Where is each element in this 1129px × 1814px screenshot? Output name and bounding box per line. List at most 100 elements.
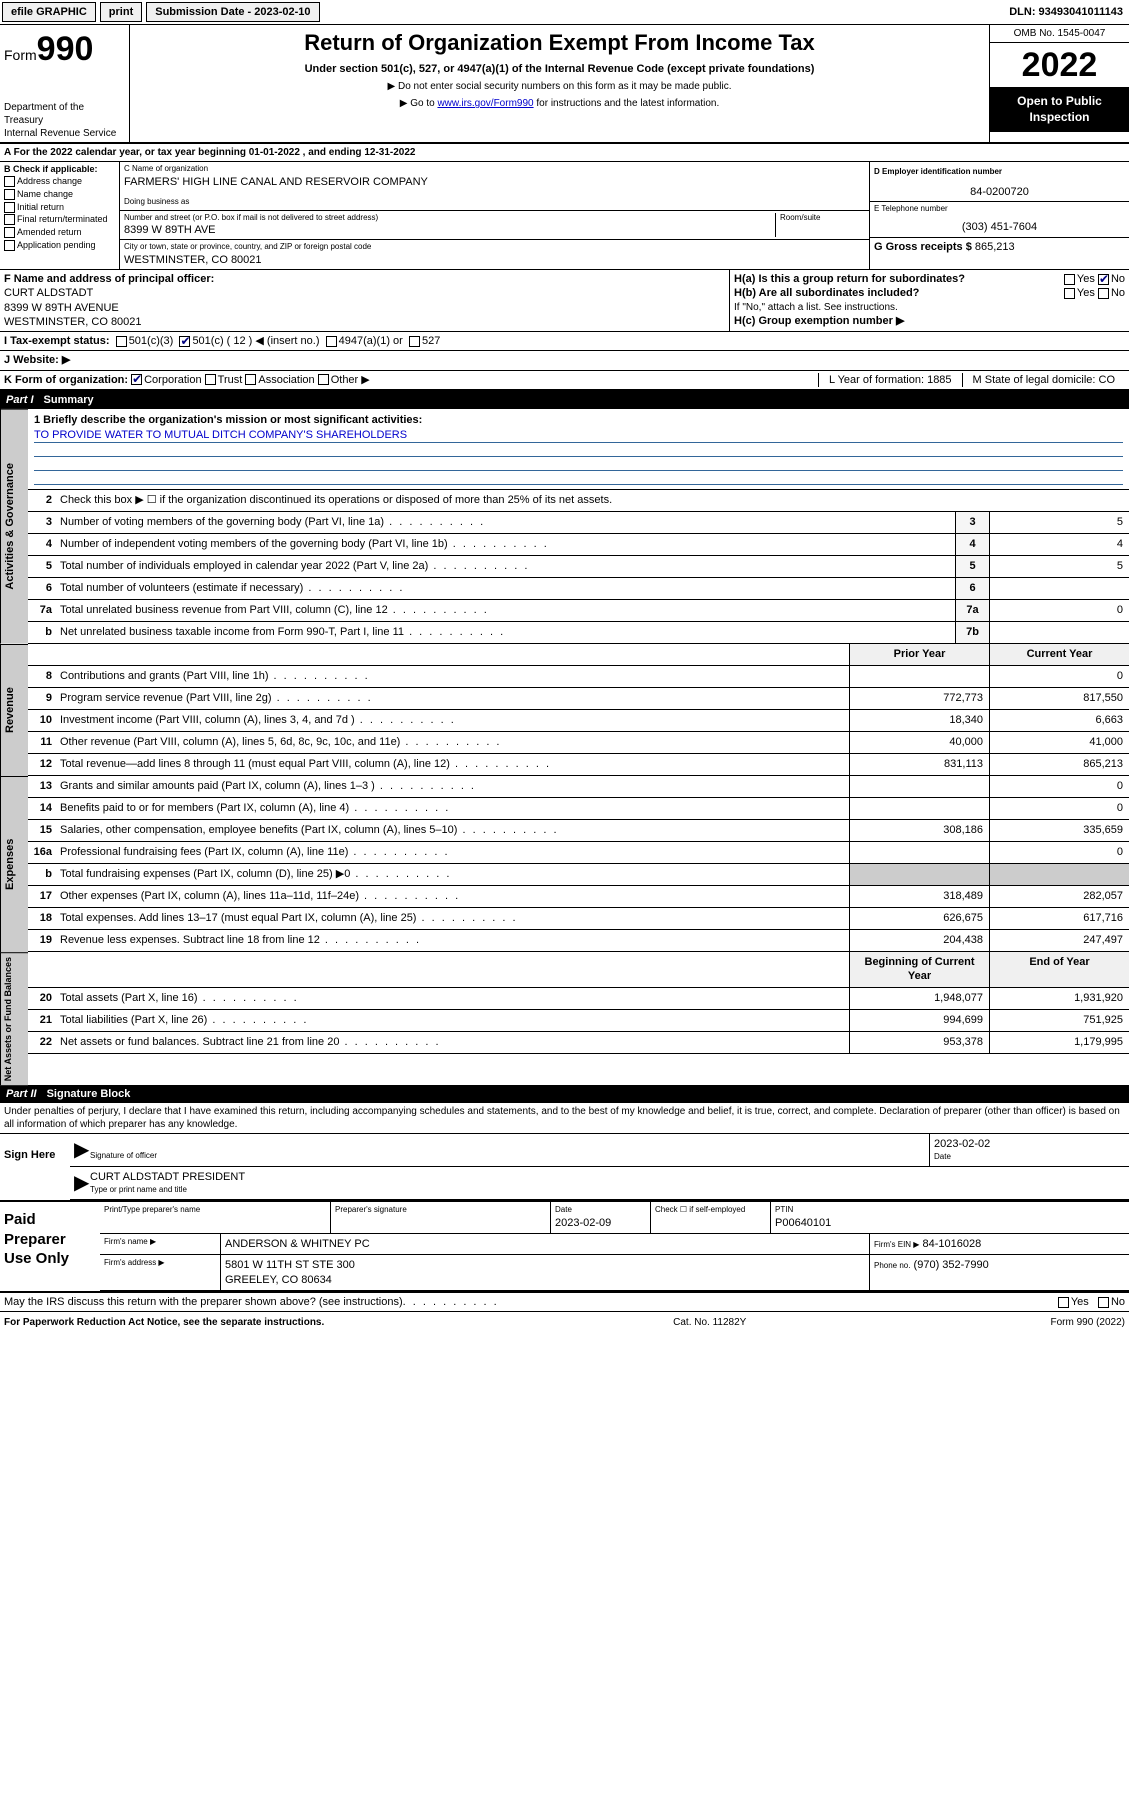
- table-row: bTotal fundraising expenses (Part IX, co…: [28, 864, 1129, 886]
- begin-year-head: Beginning of Current Year: [849, 952, 989, 987]
- hc-row: H(c) Group exemption number ▶: [734, 314, 1125, 328]
- addr-change-check[interactable]: Address change: [4, 176, 115, 188]
- prep-name-label: Print/Type preparer's name: [100, 1202, 330, 1233]
- sig-date-label: Date: [934, 1152, 1125, 1162]
- open-public-badge: Open to Public Inspection: [990, 88, 1129, 131]
- gross-receipts-value: 865,213: [975, 241, 1015, 253]
- opt-corp: Corporation: [144, 373, 201, 387]
- amended-check[interactable]: Amended return: [4, 227, 115, 239]
- firm-addr-label: Firm's address ▶: [100, 1255, 220, 1290]
- end-year-head: End of Year: [989, 952, 1129, 987]
- gov-row: 5Total number of individuals employed in…: [28, 556, 1129, 578]
- dln-label: DLN: 93493041011143: [1009, 5, 1127, 19]
- discuss-yes-check[interactable]: [1058, 1297, 1069, 1308]
- prep-header-row: Print/Type preparer's name Preparer's si…: [100, 1202, 1129, 1234]
- prep-addr-row: Firm's address ▶ 5801 W 11TH ST STE 300 …: [100, 1255, 1129, 1291]
- part-i-label: Part I: [6, 393, 34, 407]
- table-row: 13Grants and similar amounts paid (Part …: [28, 776, 1129, 798]
- col-c: C Name of organization FARMERS' HIGH LIN…: [120, 162, 869, 268]
- penalties-text: Under penalties of perjury, I declare th…: [0, 1103, 1129, 1134]
- mission-blank-3: [34, 471, 1123, 485]
- 527-check[interactable]: [409, 336, 420, 347]
- table-row: 10Investment income (Part VIII, column (…: [28, 710, 1129, 732]
- mission-box: 1 Briefly describe the organization's mi…: [28, 409, 1129, 490]
- firm-phone-value: (970) 352-7990: [914, 1259, 989, 1271]
- table-row: 18Total expenses. Add lines 13–17 (must …: [28, 908, 1129, 930]
- 501c-check[interactable]: [179, 336, 190, 347]
- row-a-text: A For the 2022 calendar year, or tax yea…: [4, 147, 415, 158]
- name-change-check[interactable]: Name change: [4, 189, 115, 201]
- row-i-label: I Tax-exempt status:: [4, 334, 110, 348]
- instruction-1: ▶ Do not enter social security numbers o…: [134, 80, 985, 93]
- print-button[interactable]: print: [100, 2, 142, 22]
- efile-button[interactable]: efile GRAPHIC: [2, 2, 96, 22]
- table-row: 20Total assets (Part X, line 16)1,948,07…: [28, 988, 1129, 1010]
- discuss-no-check[interactable]: [1098, 1297, 1109, 1308]
- net-header-row: Beginning of Current Year End of Year: [28, 952, 1129, 988]
- phone-label: E Telephone number: [874, 204, 1125, 214]
- org-name: FARMERS' HIGH LINE CANAL AND RESERVOIR C…: [124, 175, 865, 189]
- paperwork-notice: For Paperwork Reduction Act Notice, see …: [4, 1316, 475, 1329]
- sign-block: Sign Here ▶ Signature of officer 2023-02…: [0, 1134, 1129, 1202]
- part-ii-title: Signature Block: [47, 1087, 131, 1101]
- omb-number: OMB No. 1545-0047: [990, 25, 1129, 43]
- org-city: WESTMINSTER, CO 80021: [124, 253, 865, 267]
- tax-year: 2022: [990, 43, 1129, 88]
- initial-return-check[interactable]: Initial return: [4, 202, 115, 214]
- assoc-check[interactable]: [245, 374, 256, 385]
- vtab-revenue: Revenue: [0, 644, 28, 776]
- hb-yes-check[interactable]: [1064, 288, 1075, 299]
- cat-no: Cat. No. 11282Y: [475, 1316, 946, 1329]
- opt-4947: 4947(a)(1) or: [339, 334, 403, 348]
- table-row: 9Program service revenue (Part VIII, lin…: [28, 688, 1129, 710]
- row-k-label: K Form of organization:: [4, 373, 128, 387]
- mission-text: TO PROVIDE WATER TO MUTUAL DITCH COMPANY…: [34, 428, 1123, 443]
- irs-link[interactable]: www.irs.gov/Form990: [437, 98, 533, 109]
- table-row: 12Total revenue—add lines 8 through 11 (…: [28, 754, 1129, 776]
- ha-no-check[interactable]: [1098, 274, 1109, 285]
- ein-value: 84-0200720: [874, 185, 1125, 199]
- submission-date-button[interactable]: Submission Date - 2023-02-10: [146, 2, 319, 22]
- trust-check[interactable]: [205, 374, 216, 385]
- firm-ein-label: Firm's EIN ▶: [874, 1240, 919, 1249]
- 4947-check[interactable]: [326, 336, 337, 347]
- officer-name: CURT ALDSTADT: [4, 287, 93, 299]
- block-f: F Name and address of principal officer:…: [0, 270, 1129, 332]
- prep-self-emp: Check ☐ if self-employed: [650, 1202, 770, 1233]
- opt-trust: Trust: [218, 373, 243, 387]
- hb-no-check[interactable]: [1098, 288, 1109, 299]
- may-discuss-row: May the IRS discuss this return with the…: [0, 1293, 1129, 1312]
- sig-officer-label: Signature of officer: [90, 1151, 925, 1161]
- final-return-check[interactable]: Final return/terminated: [4, 214, 115, 226]
- table-row: 15Salaries, other compensation, employee…: [28, 820, 1129, 842]
- opt-501c3: 501(c)(3): [129, 334, 174, 348]
- may-discuss-text: May the IRS discuss this return with the…: [4, 1295, 403, 1309]
- gross-receipts-label: G Gross receipts $: [874, 241, 972, 253]
- app-pending-check[interactable]: Application pending: [4, 240, 115, 252]
- opt-501c: 501(c) ( 12 ) ◀ (insert no.): [192, 334, 319, 348]
- preparer-title: Paid Preparer Use Only: [0, 1202, 100, 1291]
- hb-row: H(b) Are all subordinates included? Yes …: [734, 286, 1125, 300]
- corp-check[interactable]: [131, 374, 142, 385]
- col-b: B Check if applicable: Address change Na…: [0, 162, 120, 268]
- city-label: City or town, state or province, country…: [124, 242, 865, 252]
- ha-yes-check[interactable]: [1064, 274, 1075, 285]
- 501c3-check[interactable]: [116, 336, 127, 347]
- ptin-label: PTIN: [775, 1205, 1125, 1215]
- part-ii-header: Part II Signature Block: [0, 1085, 1129, 1103]
- other-check[interactable]: [318, 374, 329, 385]
- room-label: Room/suite: [780, 213, 865, 223]
- table-row: 8Contributions and grants (Part VIII, li…: [28, 666, 1129, 688]
- col-b-label: B Check if applicable:: [4, 164, 98, 174]
- table-row: 21Total liabilities (Part X, line 26)994…: [28, 1010, 1129, 1032]
- table-row: 14Benefits paid to or for members (Part …: [28, 798, 1129, 820]
- gov-row: 7aTotal unrelated business revenue from …: [28, 600, 1129, 622]
- prior-year-head: Prior Year: [849, 644, 989, 665]
- irs-label: Internal Revenue Service: [4, 127, 125, 140]
- discuss-no: No: [1111, 1296, 1125, 1308]
- dba-label: Doing business as: [124, 197, 865, 207]
- col-right: D Employer identification number 84-0200…: [869, 162, 1129, 268]
- section-governance: Activities & Governance 1 Briefly descri…: [0, 409, 1129, 644]
- state-domicile: M State of legal domicile: CO: [962, 373, 1125, 387]
- org-name-label: C Name of organization: [124, 164, 865, 174]
